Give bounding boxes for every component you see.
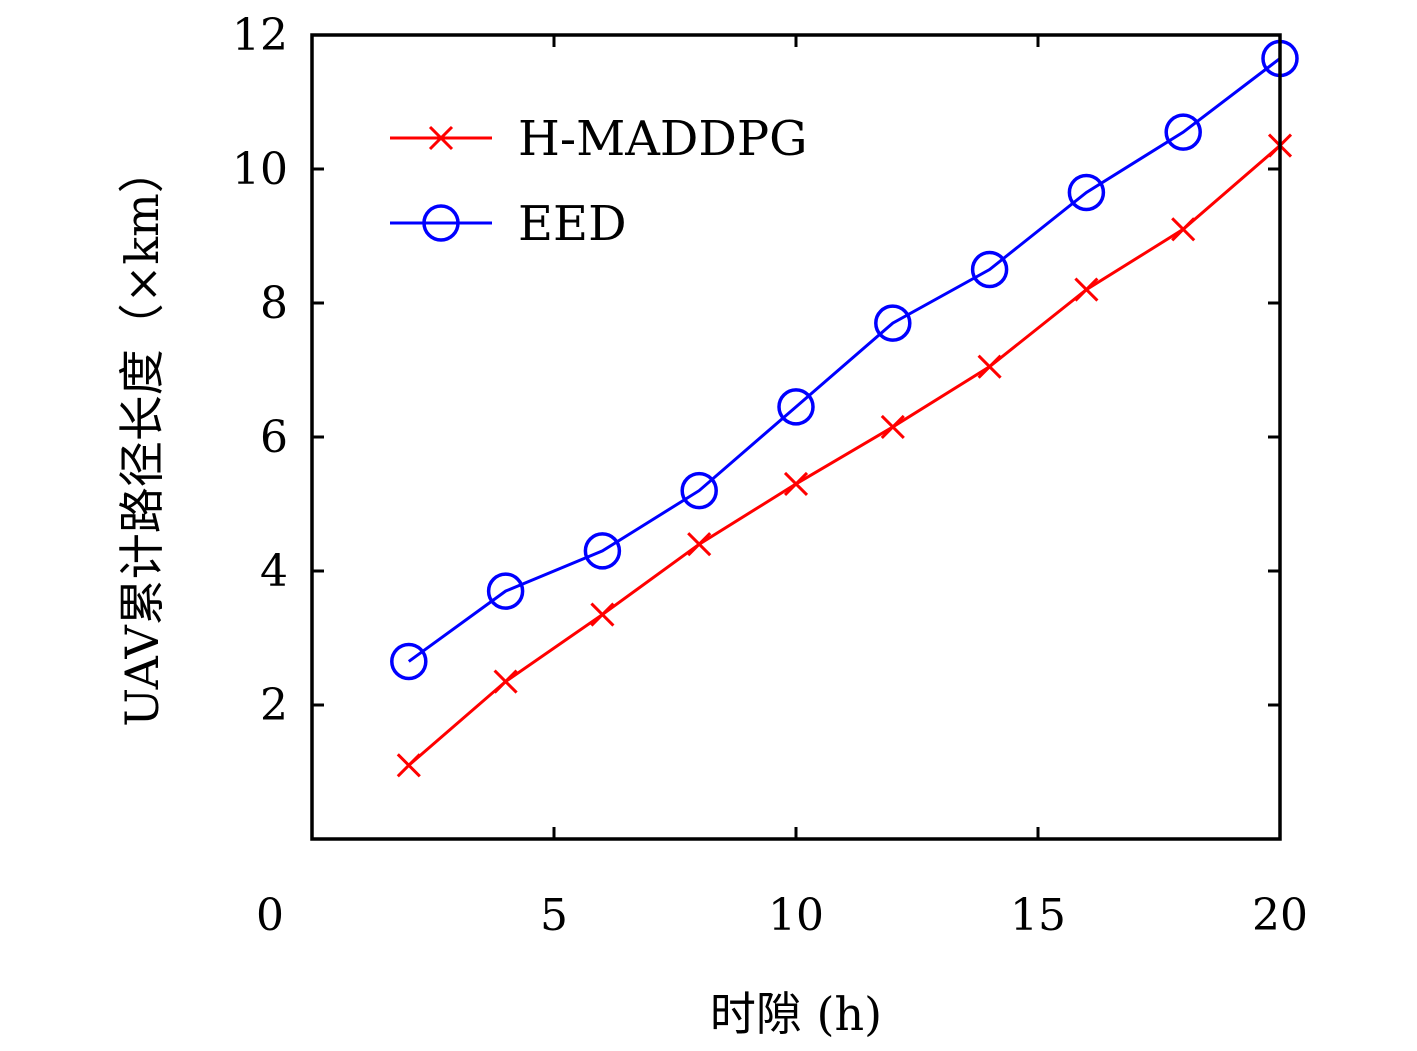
data-point xyxy=(493,669,518,694)
x-axis-title: 时隙 (h) xyxy=(710,987,882,1041)
y-tick-label: 4 xyxy=(260,546,288,597)
data-point xyxy=(590,602,615,627)
data-point xyxy=(874,304,912,342)
x-tick-label: 10 xyxy=(768,890,824,941)
y-tick-label: 6 xyxy=(260,412,288,463)
series-line xyxy=(407,144,1281,767)
data-point xyxy=(777,388,815,426)
data-point xyxy=(680,471,718,510)
data-point xyxy=(1171,217,1196,242)
series-eed xyxy=(390,39,1299,681)
data-point xyxy=(783,471,809,496)
x-tick-label: 0 xyxy=(256,890,284,941)
data-point xyxy=(396,753,421,778)
data-point xyxy=(687,532,712,557)
legend-label: H-MADDPG xyxy=(518,111,808,167)
y-tick-label: 8 xyxy=(260,278,288,329)
plot-area xyxy=(310,33,1299,841)
legend-entry: EED xyxy=(390,196,627,252)
x-tick-label: 20 xyxy=(1252,890,1308,941)
series-h-maddpg xyxy=(396,133,1293,778)
legend-marker xyxy=(422,204,460,242)
data-point xyxy=(390,642,428,681)
x-tick-label: 15 xyxy=(1010,890,1066,941)
data-point xyxy=(1074,277,1099,302)
data-point xyxy=(970,250,1009,289)
data-point xyxy=(486,572,525,610)
legend-label: EED xyxy=(518,196,627,252)
data-point xyxy=(880,414,905,440)
y-tick-label: 10 xyxy=(232,144,288,195)
legend-entry: H-MADDPG xyxy=(390,111,808,167)
y-tick-label: 2 xyxy=(260,680,288,731)
y-tick-label: 12 xyxy=(232,10,288,61)
tick-labels-layer: 0 5 10 15 20 2 4 6 8 10 12 xyxy=(232,10,1308,941)
y-axis-title: UAV累计路径长度（×km） xyxy=(115,147,169,727)
data-point xyxy=(583,532,622,570)
ticks-layer xyxy=(312,35,1280,839)
legend-marker xyxy=(428,125,454,151)
series-layer xyxy=(390,39,1299,778)
data-point xyxy=(1164,113,1202,151)
data-point xyxy=(1067,173,1106,212)
x-tick-label: 5 xyxy=(540,890,568,941)
legend: H-MADDPG EED xyxy=(390,111,808,252)
data-point xyxy=(977,354,1002,379)
series-line xyxy=(407,57,1281,663)
